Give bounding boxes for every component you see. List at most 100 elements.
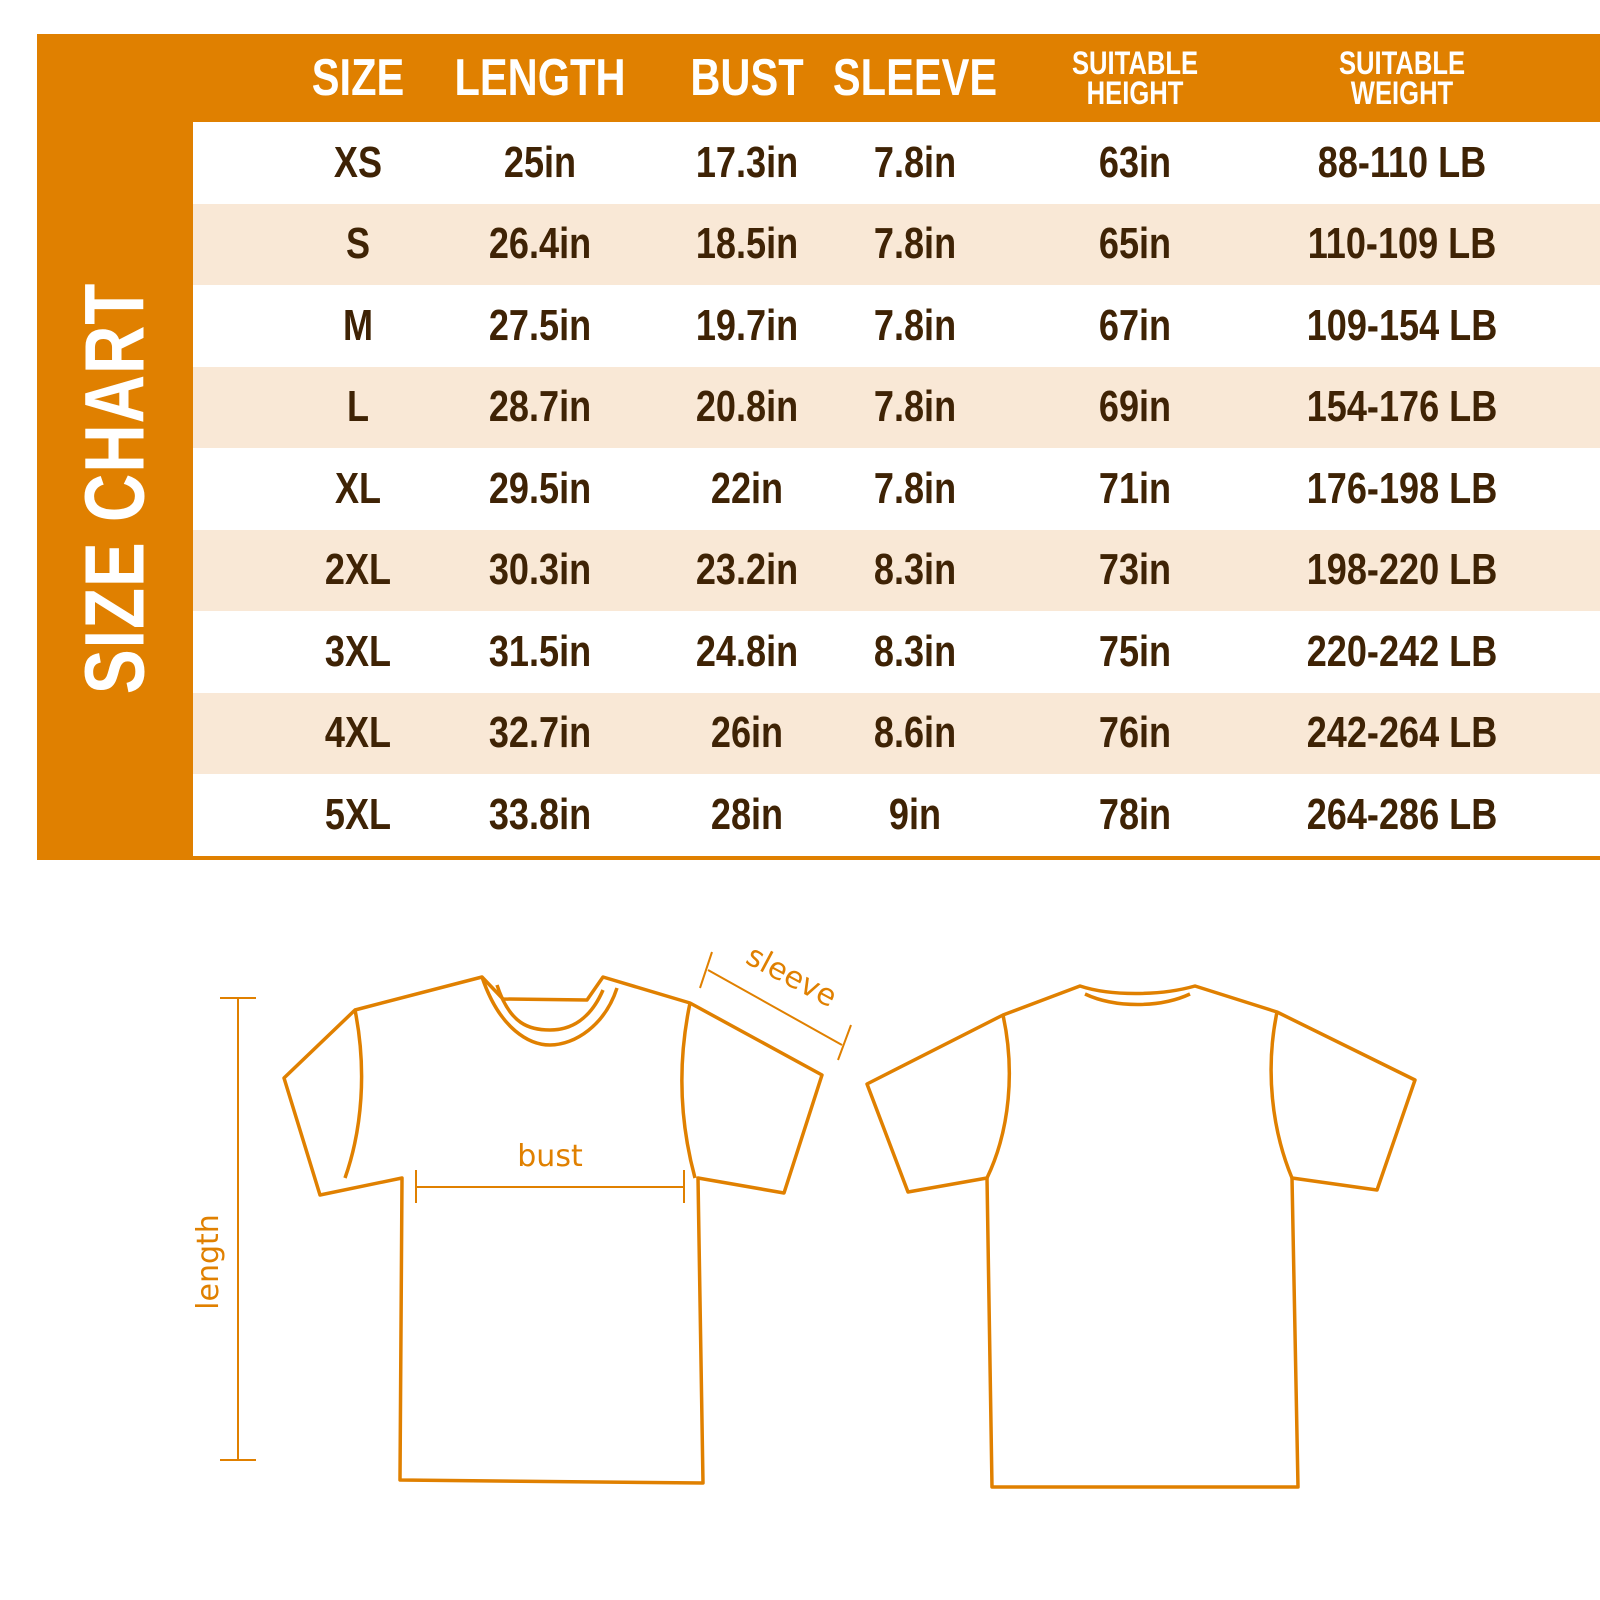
header-length: LENGTH: [433, 34, 647, 122]
cell-sleeve: 9in: [883, 774, 947, 856]
table-row: 5XL 33.8in 28in 9in 78in 264-286 LB: [193, 774, 1600, 856]
cell-height: 76in: [1091, 693, 1179, 775]
cell-weight: 264-286 LB: [1286, 774, 1518, 856]
cell-size: S: [343, 204, 372, 286]
cell-value: XL: [334, 463, 382, 513]
table-row: 2XL 30.3in 23.2in 8.3in 73in 198-220 LB: [193, 529, 1600, 612]
cell-value: 29.5in: [488, 463, 592, 513]
cell-weight: 242-264 LB: [1286, 693, 1518, 775]
cell-value: 31.5in: [488, 626, 592, 676]
cell-size: M: [340, 285, 377, 367]
cell-value: 8.3in: [873, 626, 957, 676]
cell-value: 2XL: [324, 545, 392, 595]
cell-value: 78in: [1098, 789, 1172, 839]
cell-value: 7.8in: [873, 463, 957, 513]
table-row: 3XL 31.5in 24.8in 8.3in 75in 220-242 LB: [193, 611, 1600, 693]
cell-value: 76in: [1098, 708, 1172, 758]
cell-weight: 110-109 LB: [1287, 204, 1517, 286]
cell-sleeve: 7.8in: [865, 448, 965, 530]
header-label: SIZE: [311, 49, 405, 107]
cell-height: 75in: [1091, 611, 1179, 693]
cell-sleeve: 7.8in: [865, 285, 965, 367]
table-row: S 26.4in 18.5in 7.8in 65in 110-109 LB: [193, 203, 1600, 286]
cell-weight: 109-154 LB: [1286, 285, 1518, 367]
cell-value: 67in: [1098, 300, 1172, 350]
sleeve-label: sleeve: [740, 938, 842, 1014]
tshirt-front-outline: [282, 975, 824, 1485]
cell-value: 69in: [1098, 382, 1172, 432]
header-label: SUITABLE WEIGHT: [1338, 45, 1466, 111]
cell-length: 28.7in: [478, 367, 603, 449]
cell-size: 4XL: [318, 693, 399, 775]
header-size: SIZE: [300, 34, 416, 122]
cell-value: 7.8in: [873, 382, 957, 432]
cell-value: L: [346, 382, 370, 432]
cell-value: 33.8in: [488, 789, 592, 839]
cell-value: 63in: [1098, 137, 1172, 187]
cell-value: 8.3in: [873, 545, 957, 595]
cell-value: 75in: [1098, 626, 1172, 676]
table-row: 4XL 32.7in 26in 8.6in 76in 242-264 LB: [193, 692, 1600, 775]
tshirt-front-collar: [480, 976, 619, 1047]
cell-sleeve: 7.8in: [865, 204, 965, 286]
length-label: length: [191, 1214, 226, 1310]
header-weight: SUITABLE WEIGHT: [1317, 34, 1487, 122]
cell-value: 198-220 LB: [1306, 545, 1498, 595]
cell-value: 176-198 LB: [1306, 463, 1498, 513]
cell-value: 71in: [1098, 463, 1172, 513]
cell-size: 5XL: [318, 774, 399, 856]
header-label: SLEEVE: [832, 49, 998, 107]
table-row: XL 29.5in 22in 7.8in 71in 176-198 LB: [193, 448, 1600, 530]
cell-length: 33.8in: [478, 774, 603, 856]
cell-size: XS: [329, 122, 388, 204]
cell-value: 264-286 LB: [1306, 789, 1498, 839]
cell-value: 30.3in: [488, 545, 592, 595]
cell-bust: 24.8in: [685, 611, 810, 693]
tshirt-back-seams: [985, 992, 1294, 1179]
cell-value: S: [345, 219, 371, 269]
header-bust: BUST: [676, 34, 818, 122]
header-height: SUITABLE HEIGHT: [1050, 34, 1220, 122]
cell-weight: 198-220 LB: [1286, 530, 1518, 612]
tshirt-front-seams: [343, 1002, 697, 1179]
cell-length: 26.4in: [478, 204, 603, 286]
cell-value: 110-109 LB: [1307, 219, 1497, 269]
cell-height: 65in: [1091, 204, 1179, 286]
cell-sleeve: 8.6in: [865, 693, 965, 775]
length-measure-line: [220, 997, 256, 1461]
cell-value: 7.8in: [873, 137, 957, 187]
cell-value: 18.5in: [695, 219, 799, 269]
cell-length: 25in: [496, 122, 584, 204]
cell-value: 88-110 LB: [1317, 137, 1487, 187]
size-chart-title: SIZE CHART: [37, 122, 193, 855]
cell-length: 27.5in: [478, 285, 603, 367]
header-label: BUST: [690, 49, 804, 107]
cell-length: 31.5in: [478, 611, 603, 693]
cell-sleeve: 8.3in: [865, 611, 965, 693]
cell-value: 7.8in: [873, 300, 957, 350]
cell-value: 3XL: [324, 626, 392, 676]
cell-value: 154-176 LB: [1306, 382, 1498, 432]
cell-bust: 22in: [703, 448, 791, 530]
cell-value: 7.8in: [873, 219, 957, 269]
cell-value: 109-154 LB: [1306, 300, 1498, 350]
cell-weight: 176-198 LB: [1286, 448, 1518, 530]
size-table: XS 25in 17.3in 7.8in 63in 88-110 LB S 26.4in 18.…: [193, 122, 1600, 856]
cell-value: 242-264 LB: [1306, 708, 1498, 758]
cell-value: 27.5in: [488, 300, 592, 350]
cell-sleeve: 7.8in: [865, 367, 965, 449]
cell-bust: 28in: [703, 774, 791, 856]
cell-value: 32.7in: [488, 708, 592, 758]
tshirt-back-outline: [865, 984, 1417, 1489]
header-sleeve: SLEEVE: [812, 34, 1017, 122]
sleeve-measure-line: [699, 951, 852, 1061]
cell-height: 71in: [1091, 448, 1179, 530]
header-label: SUITABLE HEIGHT: [1071, 45, 1199, 111]
cell-weight: 220-242 LB: [1286, 611, 1518, 693]
cell-bust: 20.8in: [685, 367, 810, 449]
cell-bust: 26in: [703, 693, 791, 775]
cell-value: XS: [333, 137, 383, 187]
cell-sleeve: 7.8in: [865, 122, 965, 204]
cell-bust: 18.5in: [685, 204, 810, 286]
cell-sleeve: 8.3in: [865, 530, 965, 612]
